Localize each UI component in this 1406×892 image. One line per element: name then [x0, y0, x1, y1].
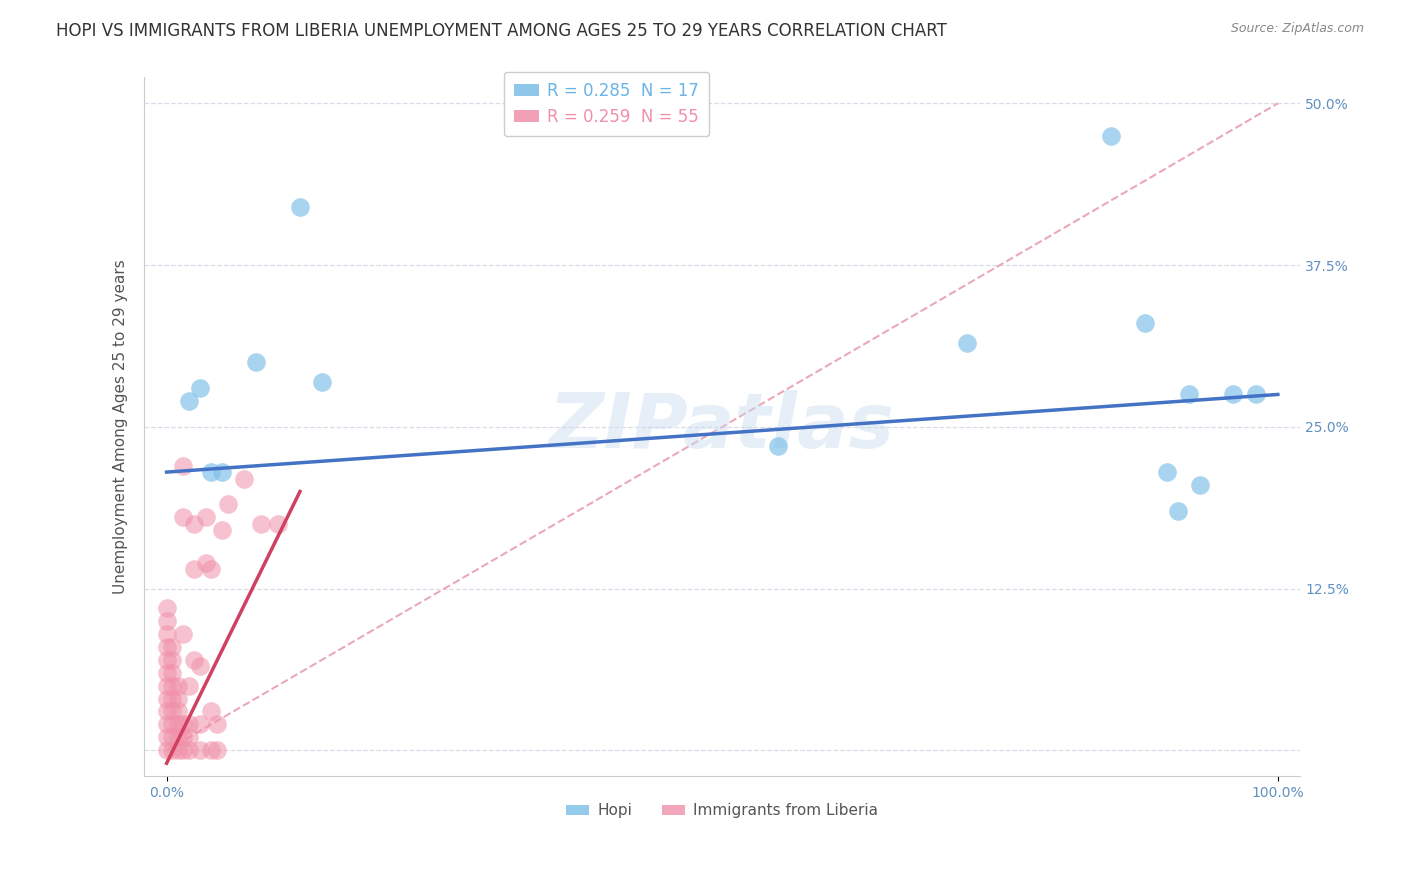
- Point: [188, 659, 211, 673]
- Point: [160, 691, 183, 706]
- Point: [1189, 478, 1212, 492]
- Text: HOPI VS IMMIGRANTS FROM LIBERIA UNEMPLOYMENT AMONG AGES 25 TO 29 YEARS CORRELATI: HOPI VS IMMIGRANTS FROM LIBERIA UNEMPLOY…: [56, 22, 948, 40]
- Point: [200, 705, 222, 719]
- Point: [311, 375, 333, 389]
- Point: [211, 524, 233, 538]
- Point: [156, 717, 179, 731]
- Point: [156, 665, 179, 680]
- Point: [194, 556, 217, 570]
- Point: [166, 743, 188, 757]
- Point: [188, 743, 211, 757]
- Point: [172, 458, 194, 473]
- Point: [160, 679, 183, 693]
- Point: [205, 743, 228, 757]
- Point: [160, 665, 183, 680]
- Point: [1244, 387, 1267, 401]
- Point: [188, 381, 211, 395]
- Point: [177, 743, 200, 757]
- Point: [166, 717, 188, 731]
- Point: [160, 640, 183, 654]
- Point: [200, 465, 222, 479]
- Point: [250, 516, 273, 531]
- Point: [233, 472, 256, 486]
- Point: [211, 465, 233, 479]
- Point: [172, 627, 194, 641]
- Point: [177, 717, 200, 731]
- Point: [288, 200, 311, 214]
- Point: [1133, 316, 1156, 330]
- Point: [956, 335, 979, 350]
- Point: [205, 717, 228, 731]
- Point: [156, 653, 179, 667]
- Point: [166, 679, 188, 693]
- Point: [177, 731, 200, 745]
- Legend: Hopi, Immigrants from Liberia: Hopi, Immigrants from Liberia: [561, 797, 884, 824]
- Point: [160, 653, 183, 667]
- Point: [166, 731, 188, 745]
- Point: [1167, 504, 1189, 518]
- Point: [156, 601, 179, 615]
- Point: [172, 717, 194, 731]
- Point: [156, 627, 179, 641]
- Point: [183, 562, 205, 576]
- Text: Source: ZipAtlas.com: Source: ZipAtlas.com: [1230, 22, 1364, 36]
- Point: [156, 705, 179, 719]
- Point: [200, 743, 222, 757]
- Y-axis label: Unemployment Among Ages 25 to 29 years: Unemployment Among Ages 25 to 29 years: [114, 260, 128, 594]
- Point: [1222, 387, 1244, 401]
- Point: [156, 731, 179, 745]
- Point: [188, 717, 211, 731]
- Point: [267, 516, 290, 531]
- Point: [1178, 387, 1201, 401]
- Point: [166, 705, 188, 719]
- Point: [1156, 465, 1178, 479]
- Point: [156, 743, 179, 757]
- Point: [156, 679, 179, 693]
- Point: [160, 717, 183, 731]
- Point: [160, 743, 183, 757]
- Point: [183, 516, 205, 531]
- Point: [172, 731, 194, 745]
- Point: [200, 562, 222, 576]
- Point: [1099, 128, 1122, 143]
- Point: [156, 614, 179, 628]
- Point: [194, 510, 217, 524]
- Point: [766, 439, 789, 453]
- Point: [177, 393, 200, 408]
- Point: [166, 691, 188, 706]
- Point: [160, 705, 183, 719]
- Point: [156, 691, 179, 706]
- Point: [172, 743, 194, 757]
- Text: ZIPatlas: ZIPatlas: [550, 390, 896, 464]
- Point: [183, 653, 205, 667]
- Point: [245, 355, 267, 369]
- Point: [156, 640, 179, 654]
- Point: [217, 498, 239, 512]
- Point: [177, 679, 200, 693]
- Point: [160, 731, 183, 745]
- Point: [172, 510, 194, 524]
